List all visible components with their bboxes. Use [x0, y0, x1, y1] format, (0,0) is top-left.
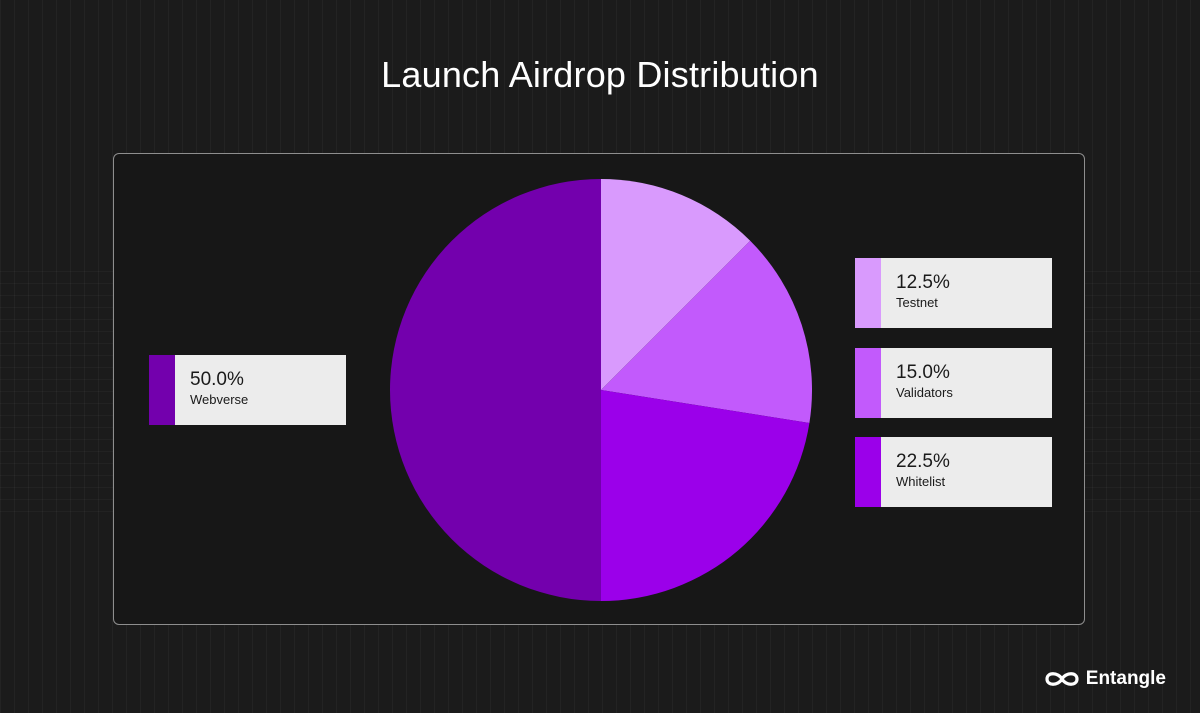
legend-value-testnet: 12.5%	[896, 272, 950, 293]
pie-chart	[390, 179, 812, 601]
brand-name: Entangle	[1085, 668, 1166, 689]
pie-slice-testnet	[601, 179, 751, 390]
legend-item-webverse: 50.0% Webverse	[149, 355, 346, 425]
pie-slice-validators	[601, 240, 812, 424]
page-title: Launch Airdrop Distribution	[381, 54, 819, 95]
legend-swatch-testnet	[855, 258, 881, 328]
legend-swatch-webverse	[149, 355, 175, 425]
legend-value-webverse: 50.0%	[190, 369, 244, 390]
legend-item-validators: 15.0% Validators	[855, 348, 1052, 418]
legend-label-whitelist: Whitelist	[896, 474, 946, 489]
legend-swatch-whitelist	[855, 437, 881, 507]
legend-swatch-validators	[855, 348, 881, 418]
legend-item-testnet: 12.5% Testnet	[855, 258, 1052, 328]
pie-slice-whitelist	[601, 390, 810, 601]
legend-label-testnet: Testnet	[896, 295, 938, 310]
pie-slice-webverse	[390, 179, 601, 601]
legend-value-whitelist: 22.5%	[896, 451, 950, 472]
brand-logo: Entangle	[1044, 668, 1166, 690]
legend-item-whitelist: 22.5% Whitelist	[855, 437, 1052, 507]
legend-value-validators: 15.0%	[896, 362, 950, 383]
infinity-icon	[1045, 672, 1079, 686]
legend-label-webverse: Webverse	[190, 392, 249, 407]
legend-label-validators: Validators	[896, 385, 953, 400]
